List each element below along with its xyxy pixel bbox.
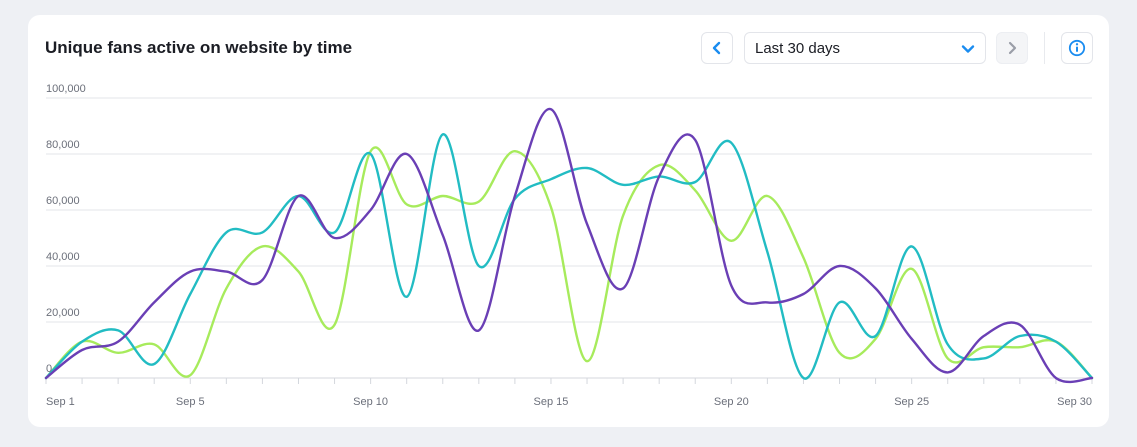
x-tick-label: Sep 10 [353, 396, 388, 408]
x-tick-label: Sep 30 [1057, 396, 1092, 408]
x-tick-label: Sep 15 [534, 396, 569, 408]
toolbar-divider [1044, 32, 1045, 64]
info-icon [1068, 39, 1086, 57]
prev-period-button[interactable] [701, 32, 733, 64]
y-tick-label: 20,000 [46, 307, 80, 319]
info-button[interactable] [1061, 32, 1093, 64]
x-tick-label: Sep 1 [46, 396, 75, 408]
date-range-select[interactable]: Last 30 days [744, 32, 986, 64]
chevron-right-icon [1008, 41, 1017, 55]
line-chart: 0 20,000 40,000 60,000 80,000 100,000 Sep 1 Sep… [44, 83, 1094, 408]
grid-lines [46, 97, 1092, 379]
y-tick-label: 0 [46, 363, 52, 375]
next-period-button[interactable] [996, 32, 1028, 64]
y-tick-label: 60,000 [46, 195, 80, 207]
chart-card: Unique fans active on website by time La… [28, 15, 1109, 427]
series-line-1 [44, 107, 1094, 384]
y-tick-label: 80,000 [46, 139, 80, 151]
chevron-left-icon [712, 41, 721, 55]
y-tick-label: 40,000 [46, 251, 80, 263]
chart-series [44, 107, 1094, 384]
chart-title: Unique fans active on website by time [45, 38, 353, 57]
chevron-down-icon [961, 45, 975, 53]
x-tick-label: Sep 5 [176, 396, 205, 408]
x-tick-label: Sep 25 [894, 396, 929, 408]
series-line-2 [44, 133, 1094, 380]
x-tick-label: Sep 20 [714, 396, 749, 408]
axis-labels: 0 20,000 40,000 60,000 80,000 100,000 Sep 1 Sep… [46, 83, 1092, 408]
date-range-value: Last 30 days [755, 39, 841, 57]
series-line-3 [44, 146, 1094, 380]
y-tick-label: 100,000 [46, 83, 86, 95]
x-axis-ticks [45, 378, 1093, 384]
